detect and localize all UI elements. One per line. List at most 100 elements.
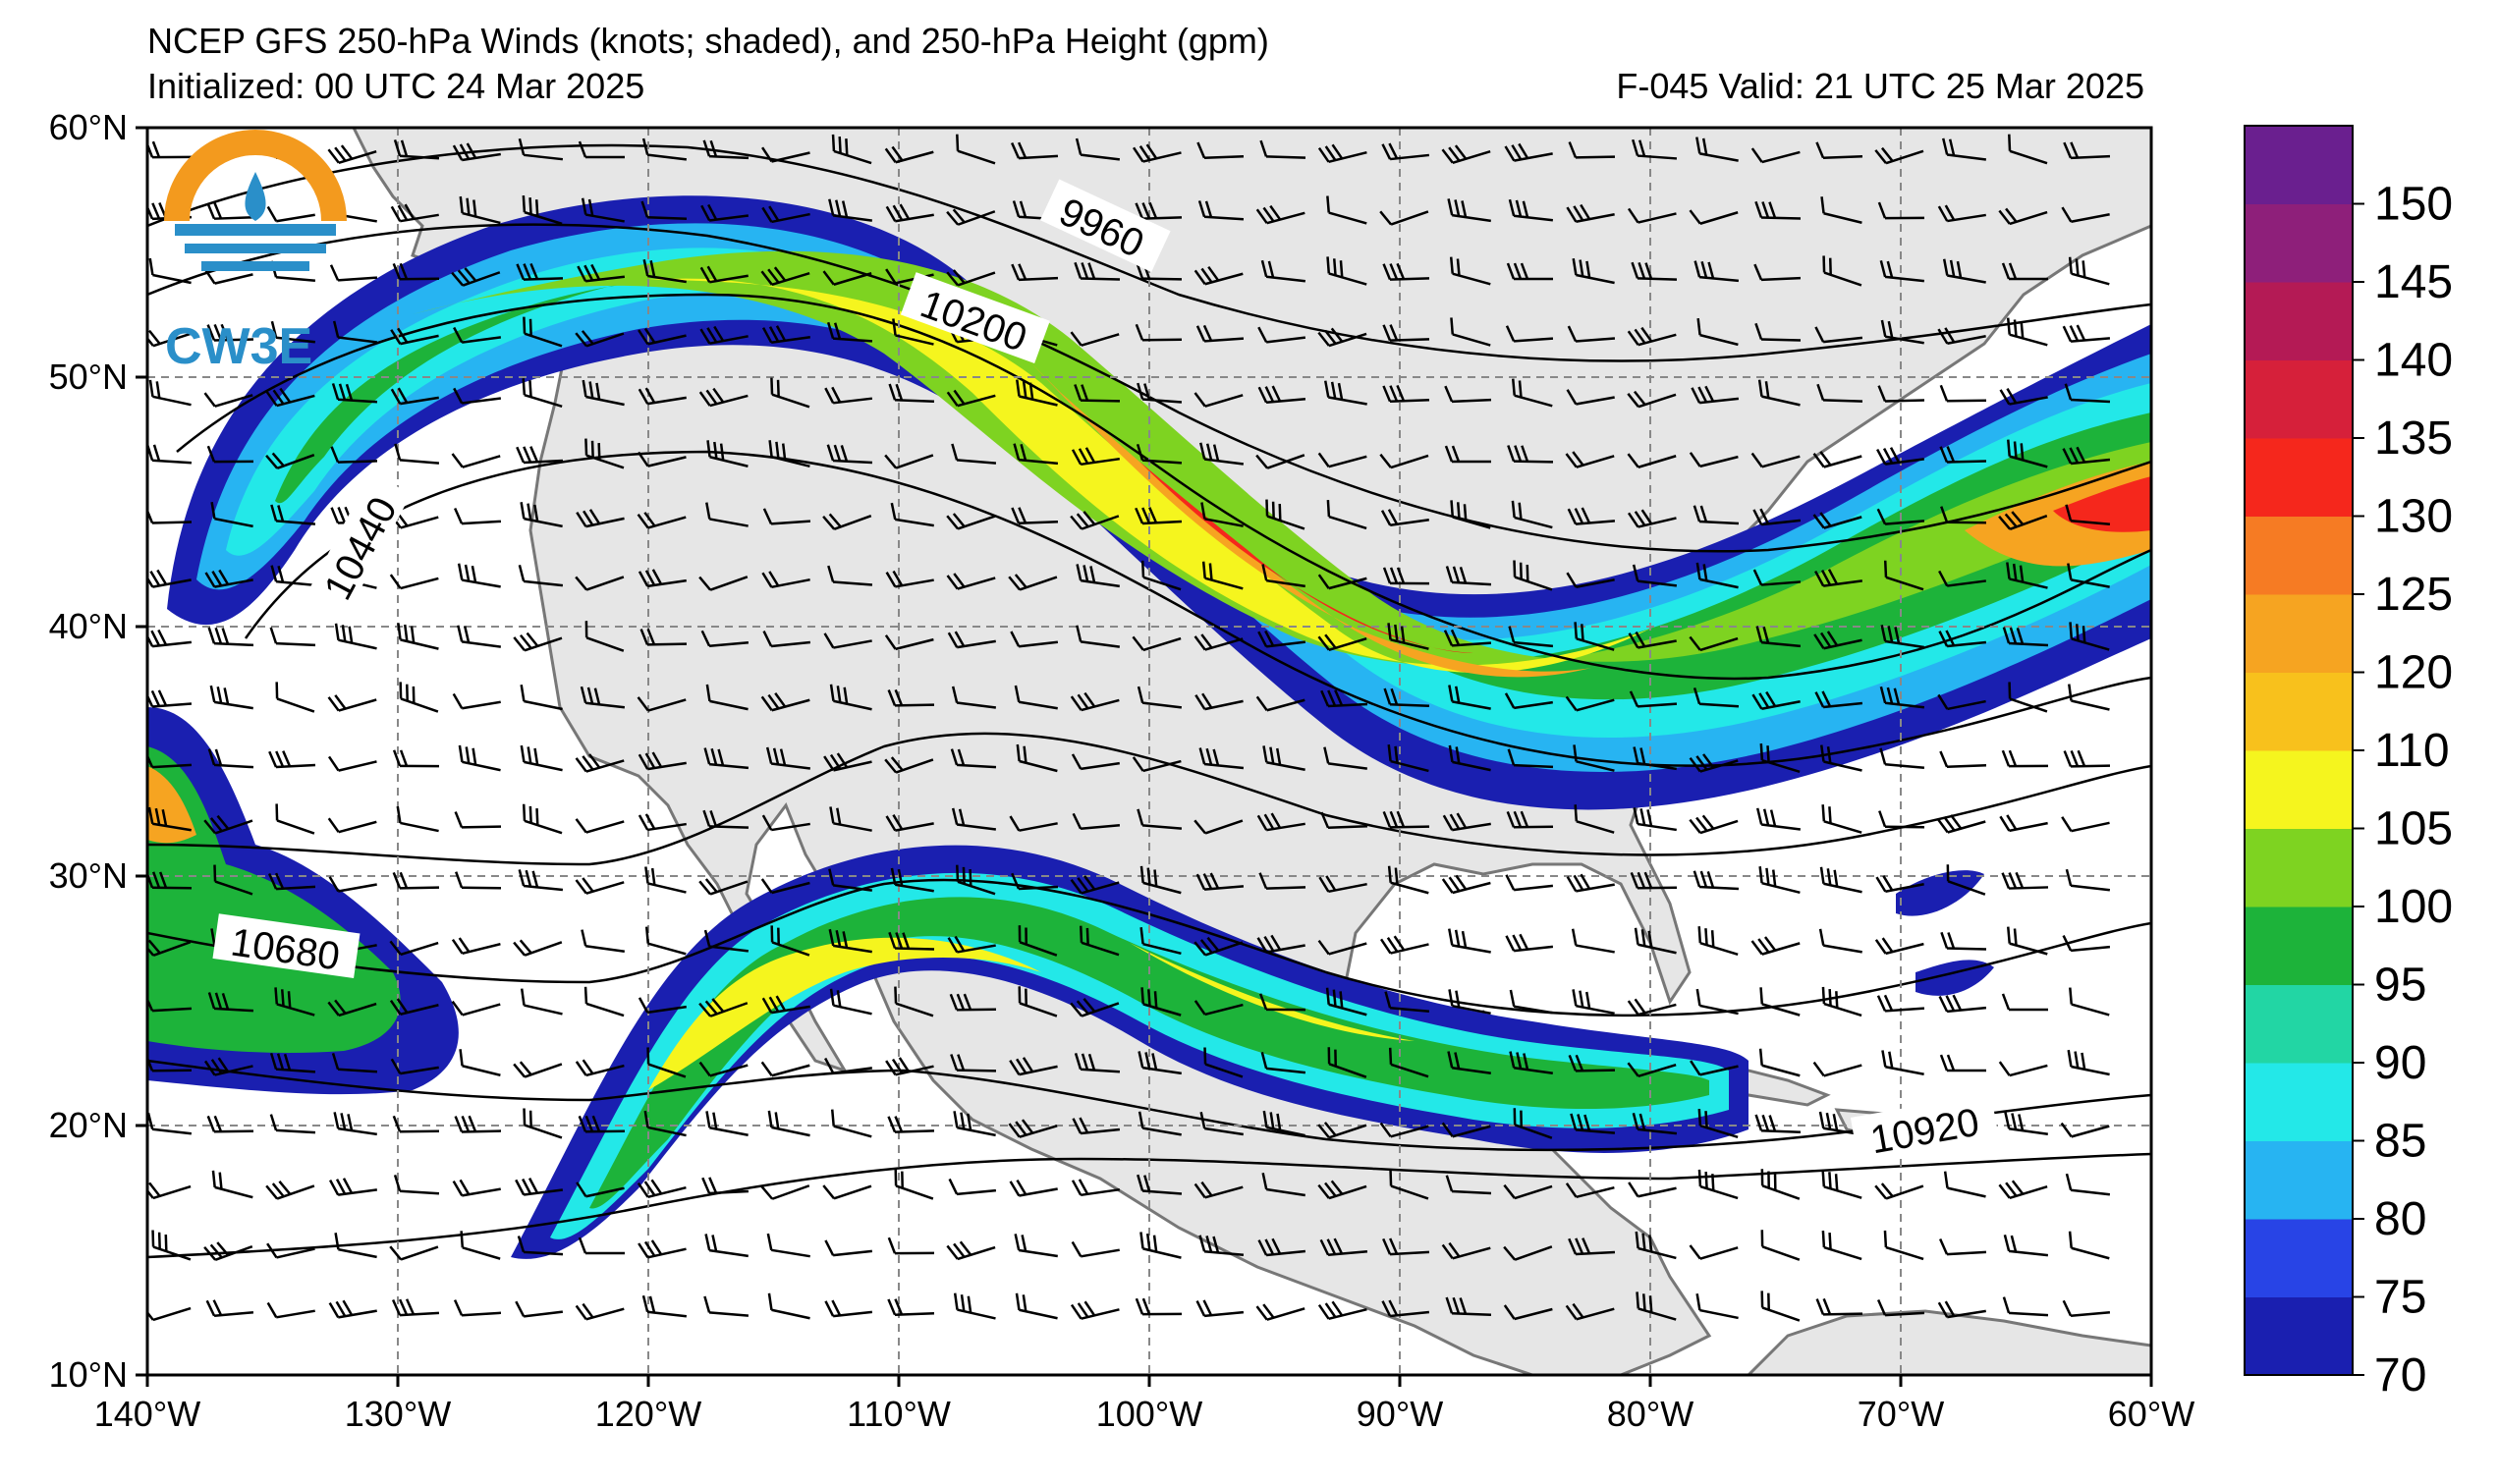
wind-barb: [1015, 1292, 1058, 1320]
lon-label: 90°W: [1357, 1394, 1443, 1434]
wind-barb: [1195, 872, 1245, 891]
wind-barb: [389, 1245, 439, 1261]
wind-barb: [1690, 1060, 1739, 1076]
wind-barb: [1876, 508, 1925, 525]
wind-barb: [638, 387, 687, 406]
wind-barb: [269, 627, 316, 647]
colorbar-label: 70: [2374, 1349, 2426, 1402]
wind-barb: [1818, 1111, 1862, 1136]
wind-barb: [1504, 692, 1553, 710]
wind-barb: [1634, 927, 1677, 955]
wind-barb: [269, 1114, 316, 1134]
wind-barb: [1513, 1108, 1553, 1139]
wind-barb: [1636, 1292, 1677, 1321]
wind-barb: [1257, 326, 1306, 344]
wind-barb: [1505, 874, 1554, 892]
wind-barb: [1874, 1182, 1924, 1200]
wind-barb: [1197, 200, 1245, 221]
wind-barb: [205, 1299, 254, 1317]
wind-barb: [946, 1240, 996, 1261]
wind-barb: [1323, 746, 1367, 770]
wind-barb: [1195, 324, 1245, 343]
wind-barb: [762, 508, 811, 525]
wind-barb: [2062, 1299, 2111, 1317]
wind-barb: [1942, 258, 1986, 284]
wind-barb: [768, 440, 810, 468]
wind-barb: [1259, 139, 1306, 159]
wind-barb: [389, 574, 439, 590]
wind-barb: [766, 1233, 810, 1258]
wind-barb: [1878, 810, 1925, 829]
wind-barb: [576, 509, 625, 528]
wind-barb: [517, 1236, 564, 1256]
wind-barb: [1822, 255, 1862, 287]
colorbar-swatch: [2245, 984, 2353, 1064]
wind-barb: [270, 565, 316, 587]
colorbar-label: 130: [2374, 491, 2453, 543]
wind-barb: [703, 747, 749, 770]
wind-barb: [953, 1292, 996, 1320]
wind-barb: [1946, 864, 1986, 896]
wind-barb: [1938, 994, 1987, 1014]
wind-barb: [1448, 685, 1491, 710]
wind-barb: [1445, 1296, 1492, 1317]
wind-barb: [1074, 261, 1121, 281]
wind-barb: [584, 621, 625, 652]
wind-barb: [1819, 866, 1862, 894]
wind-barb: [1567, 325, 1616, 343]
wind-barb: [1255, 1303, 1305, 1321]
wind-barb: [884, 634, 934, 651]
wind-barb: [203, 1057, 253, 1076]
wind-barb: [1760, 1169, 1801, 1200]
wind-barb: [1139, 927, 1182, 956]
wind-barb: [2007, 926, 2048, 956]
wind-barb: [1009, 1179, 1058, 1197]
wind-barb: [1011, 263, 1059, 282]
wind-barb: [703, 1295, 749, 1317]
wind-barb: [1938, 570, 1986, 587]
wind-barb: [1760, 1291, 1801, 1322]
wind-barb: [1753, 263, 1802, 282]
wind-barb: [760, 266, 810, 287]
wind-barb: [575, 330, 625, 348]
wind-barb: [824, 1057, 872, 1074]
wind-barb: [270, 504, 316, 525]
wind-barb: [1568, 1054, 1616, 1072]
wind-barb: [1812, 451, 1862, 468]
wind-barb: [1939, 750, 1987, 769]
wind-barb: [1199, 1112, 1244, 1136]
wind-barb: [1507, 748, 1554, 769]
wind-barb: [1450, 500, 1491, 529]
lon-label: 100°W: [1096, 1394, 1202, 1434]
wind-barb: [1697, 1169, 1739, 1200]
wind-barb: [1441, 874, 1491, 895]
wind-barb: [520, 988, 563, 1016]
wind-barb: [576, 1182, 625, 1198]
wind-barb: [1629, 690, 1678, 708]
wind-barb: [1256, 812, 1305, 832]
wind-barb: [770, 925, 810, 957]
wind-barb: [2001, 262, 2049, 281]
wind-barb: [575, 753, 625, 773]
wind-barb: [1317, 1122, 1367, 1139]
colorbar-swatch: [2245, 282, 2353, 360]
wind-barb: [1196, 141, 1245, 160]
wind-barb: [760, 1184, 810, 1200]
wind-barb: [1998, 1061, 2048, 1077]
wind-barb: [1070, 875, 1120, 895]
wind-barb: [333, 1112, 377, 1136]
wind-barb: [2001, 749, 2049, 768]
wind-barb: [520, 502, 563, 528]
wind-barb: [327, 144, 377, 164]
colorbar-label: 110: [2374, 725, 2450, 777]
wind-barb: [2006, 562, 2048, 589]
wind-barb: [1689, 452, 1739, 468]
wind-barb: [392, 749, 440, 768]
wind-barb: [2001, 871, 2049, 890]
wind-barb: [1258, 872, 1306, 890]
wind-barb: [1011, 507, 1059, 525]
wind-barb: [1326, 195, 1367, 225]
wind-barb: [451, 937, 501, 956]
wind-barb: [947, 631, 996, 649]
wind-barb: [1695, 562, 1739, 589]
